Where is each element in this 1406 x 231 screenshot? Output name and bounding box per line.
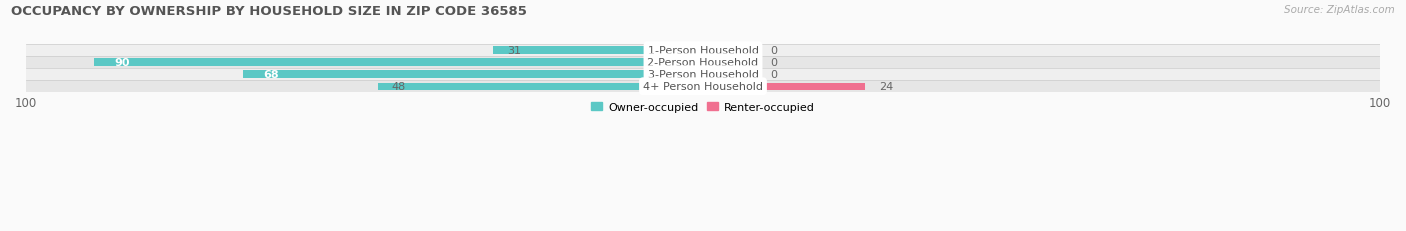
Text: 0: 0 — [770, 58, 778, 68]
Text: 24: 24 — [879, 82, 893, 92]
Text: 2-Person Household: 2-Person Household — [647, 58, 759, 68]
Bar — [703, 59, 758, 67]
Bar — [494, 47, 703, 55]
Text: 0: 0 — [770, 70, 778, 80]
Text: 3-Person Household: 3-Person Household — [648, 70, 758, 80]
Bar — [378, 83, 703, 91]
Text: 4+ Person Household: 4+ Person Household — [643, 82, 763, 92]
Bar — [27, 69, 1379, 81]
Text: 1-Person Household: 1-Person Household — [648, 46, 758, 56]
Text: 90: 90 — [114, 58, 129, 68]
Text: OCCUPANCY BY OWNERSHIP BY HOUSEHOLD SIZE IN ZIP CODE 36585: OCCUPANCY BY OWNERSHIP BY HOUSEHOLD SIZE… — [11, 5, 527, 18]
Bar — [703, 71, 758, 79]
Bar — [703, 47, 758, 55]
Text: 48: 48 — [392, 82, 406, 92]
Bar — [27, 57, 1379, 69]
Text: Source: ZipAtlas.com: Source: ZipAtlas.com — [1284, 5, 1395, 15]
Text: 31: 31 — [506, 46, 520, 56]
Bar — [27, 45, 1379, 57]
Text: 0: 0 — [770, 46, 778, 56]
Legend: Owner-occupied, Renter-occupied: Owner-occupied, Renter-occupied — [586, 98, 820, 117]
Bar — [94, 59, 703, 67]
Bar — [243, 71, 703, 79]
Bar — [703, 83, 866, 91]
Bar — [27, 81, 1379, 93]
Text: 68: 68 — [263, 70, 278, 80]
